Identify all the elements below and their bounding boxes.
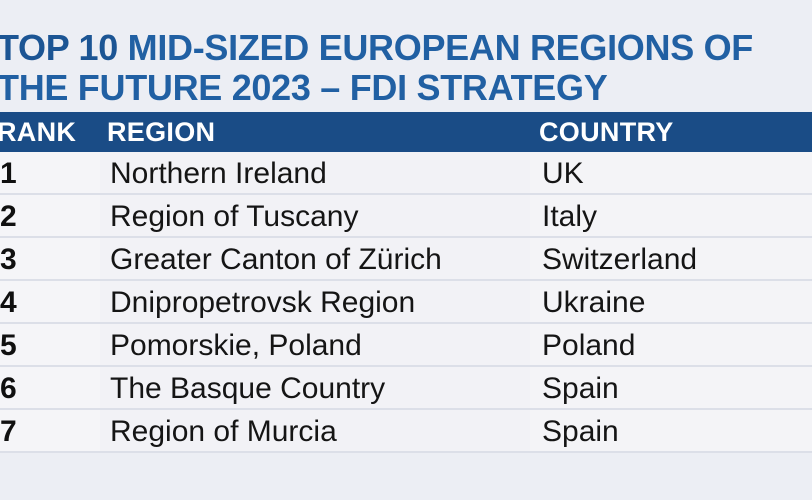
header-country: COUNTRY xyxy=(539,117,674,147)
title-rest: MID-SIZED EUROPEAN REGIONS OF xyxy=(117,27,754,68)
country-cell: Ukraine xyxy=(530,281,812,322)
region-cell: Dnipropetrovsk Region xyxy=(100,281,530,322)
table-row: 4 Dnipropetrovsk Region Ukraine xyxy=(0,281,812,324)
header-region: REGION xyxy=(107,117,216,147)
table-row: 1 Northern Ireland UK xyxy=(0,152,812,195)
title-lead: TOP 10 xyxy=(0,27,118,68)
table-row: 3 Greater Canton of Zürich Switzerland xyxy=(0,238,812,281)
title-line-2: THE FUTURE 2023 – FDI STRATEGY xyxy=(0,67,608,108)
table-row: 2 Region of Tuscany Italy xyxy=(0,195,812,238)
table-row: 7 Region of Murcia Spain xyxy=(0,410,812,453)
region-cell: Greater Canton of Zürich xyxy=(100,238,530,279)
rank-cell: 6 xyxy=(0,367,100,408)
country-cell: Spain xyxy=(530,410,812,451)
country-cell: Switzerland xyxy=(530,238,812,279)
rankings-table: RANK REGION COUNTRY 1 Northern Ireland UK 2… xyxy=(0,112,812,453)
region-cell: Region of Murcia xyxy=(100,410,530,451)
rank-cell: 7 xyxy=(0,410,100,451)
region-cell: Pomorskie, Poland xyxy=(100,324,530,365)
table-header: RANK REGION COUNTRY xyxy=(0,112,812,152)
country-cell: Spain xyxy=(530,367,812,408)
country-cell: Italy xyxy=(530,195,812,236)
table-row: 5 Pomorskie, Poland Poland xyxy=(0,324,812,367)
page-title: TOP 10 MID-SIZED EUROPEAN REGIONS OF THE… xyxy=(0,28,812,108)
region-cell: The Basque Country xyxy=(100,367,530,408)
header-rank: RANK xyxy=(0,117,77,147)
rank-cell: 3 xyxy=(0,238,100,279)
country-cell: Poland xyxy=(530,324,812,365)
table-body: 1 Northern Ireland UK 2 Region of Tuscany Ita… xyxy=(0,152,812,453)
rank-cell: 4 xyxy=(0,281,100,322)
region-cell: Region of Tuscany xyxy=(100,195,530,236)
rank-cell: 5 xyxy=(0,324,100,365)
region-cell: Northern Ireland xyxy=(100,152,530,193)
rank-cell: 1 xyxy=(0,152,100,193)
table-row: 6 The Basque Country Spain xyxy=(0,367,812,410)
rank-cell: 2 xyxy=(0,195,100,236)
country-cell: UK xyxy=(530,152,812,193)
